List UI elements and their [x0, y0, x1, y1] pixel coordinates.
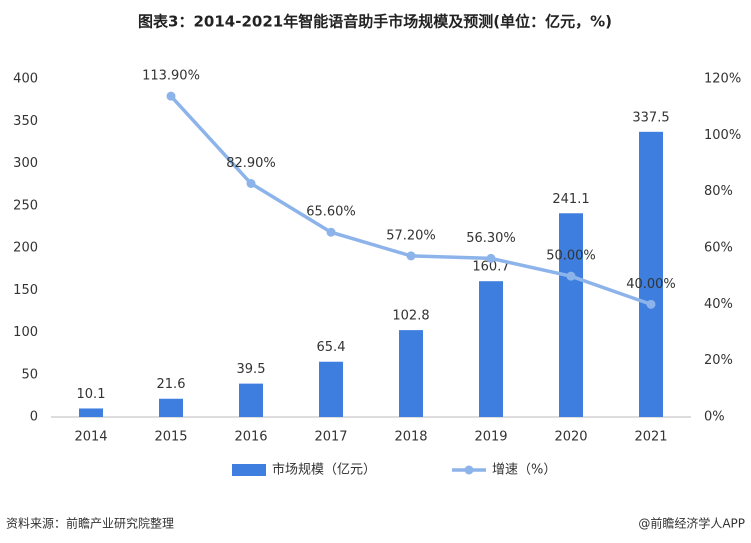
line-point: [326, 227, 336, 237]
bar: [479, 281, 503, 417]
y-tick-label: 300: [13, 156, 38, 171]
line-point: [646, 299, 656, 309]
source: 资料来源：前瞻产业研究院整理: [6, 516, 174, 531]
chart-title: 图表3：2014-2021年智能语音助手市场规模及预测(单位：亿元，%): [138, 13, 612, 31]
bar-label: 160.7: [472, 260, 509, 275]
line-label: 50.00%: [546, 249, 596, 264]
y-tick-label: 200: [13, 241, 38, 256]
y2-tick-label: 40%: [704, 297, 733, 312]
x-tick-label: 2014: [74, 430, 107, 445]
y2-tick-label: 20%: [704, 353, 733, 368]
bar-label: 102.8: [392, 309, 429, 324]
y2-tick-label: 0%: [704, 410, 725, 425]
line-label: 40.00%: [626, 277, 676, 292]
bar: [399, 330, 423, 417]
x-tick-label: 2016: [234, 430, 267, 445]
y-tick-label: 400: [13, 72, 38, 87]
line-label: 82.90%: [226, 156, 276, 171]
line-label: 113.90%: [142, 69, 200, 84]
y-tick-label: 0: [30, 410, 38, 425]
legend-label: 增速（%）: [492, 463, 556, 478]
line-point: [566, 271, 576, 281]
bar: [239, 383, 263, 417]
y-tick-label: 100: [13, 325, 38, 340]
x-tick-label: 2017: [314, 430, 347, 445]
legend-swatch: [232, 464, 266, 476]
x-tick-label: 2018: [394, 430, 427, 445]
bar-label: 241.1: [552, 192, 589, 207]
legend-label: 市场规模（亿元）: [272, 462, 376, 478]
bar: [559, 213, 583, 417]
bar: [319, 361, 343, 417]
y2-tick-label: 100%: [704, 128, 741, 143]
y-tick-label: 150: [13, 283, 38, 298]
bar-label: 65.4: [317, 340, 346, 355]
legend-swatch: [464, 465, 474, 475]
line-label: 57.20%: [386, 228, 436, 243]
line-label: 65.60%: [306, 205, 356, 220]
bar-label: 337.5: [632, 110, 669, 125]
x-tick-label: 2020: [554, 430, 587, 445]
bar: [79, 408, 103, 417]
x-tick-label: 2019: [474, 430, 507, 445]
line-point: [486, 253, 496, 263]
line-point: [246, 178, 256, 188]
line-point: [166, 91, 176, 101]
x-tick-label: 2015: [154, 430, 187, 445]
bar-label: 10.1: [77, 387, 106, 402]
credit: @前瞻经济学人APP: [638, 516, 745, 531]
y-tick-label: 50: [21, 367, 38, 382]
bar: [639, 131, 663, 417]
line-label: 56.30%: [466, 231, 516, 246]
x-tick-label: 2021: [634, 430, 667, 445]
bar-label: 39.5: [237, 362, 266, 377]
y-tick-label: 350: [13, 114, 38, 129]
bar-label: 21.6: [157, 377, 186, 392]
bar: [159, 398, 183, 417]
y2-tick-label: 120%: [704, 72, 741, 87]
y-tick-label: 250: [13, 198, 38, 213]
y2-tick-label: 80%: [704, 184, 733, 199]
line-point: [406, 251, 416, 261]
y2-tick-label: 60%: [704, 241, 733, 256]
